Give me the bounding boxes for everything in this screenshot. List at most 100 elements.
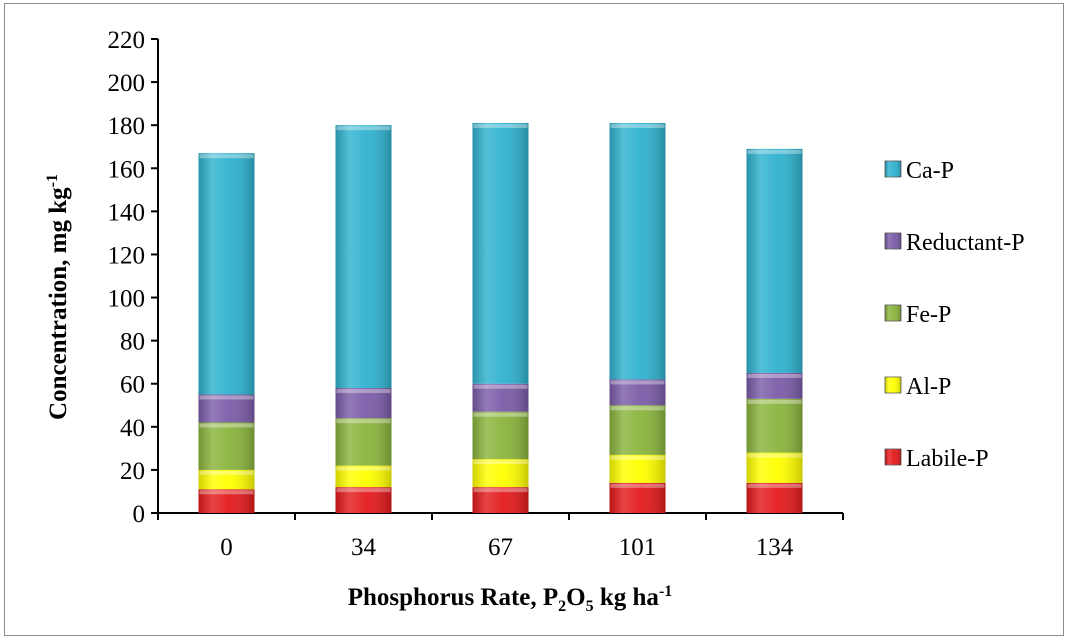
- bar-segment-reductant-p: [472, 383, 529, 412]
- bar-segment-highlight: [473, 488, 528, 493]
- bar-segment-highlight: [610, 380, 665, 385]
- bar-segment-labile-p: [335, 487, 392, 513]
- legend-item-ca-p: Ca-P: [884, 158, 954, 184]
- bar-segment-shade: [335, 388, 392, 419]
- bar-segment-shade: [472, 383, 529, 412]
- bar-segment-highlight: [199, 470, 254, 475]
- bar-segment-highlight: [336, 389, 391, 394]
- x-tick-label: 0: [220, 534, 233, 561]
- legend-label: Fe-P: [906, 302, 951, 328]
- y-tick-label: 60: [120, 372, 145, 399]
- bar-segment-al-p: [335, 465, 392, 488]
- y-axis-title: Concentration, mg kg-1: [44, 174, 72, 420]
- bar-stack-0: [198, 153, 255, 513]
- bar-segment-ca-p: [609, 123, 666, 380]
- y-tick-label: 100: [108, 286, 146, 313]
- legend-swatch-shade: [885, 377, 901, 393]
- y-tick-label: 120: [108, 242, 146, 269]
- bar-segment-shade: [198, 469, 255, 490]
- legend-item-al-p: Al-P: [884, 374, 951, 400]
- bar-segment-highlight: [610, 483, 665, 488]
- bar-segment-highlight: [199, 423, 254, 428]
- bar-segment-shade: [198, 422, 255, 470]
- bar-stack-101: [609, 123, 666, 513]
- bar-segment-highlight: [747, 399, 802, 404]
- bar-segment-shade: [609, 405, 666, 455]
- bar-segment-ca-p: [198, 153, 255, 395]
- bar-segment-fe-p: [609, 405, 666, 455]
- legend-swatch-shade: [885, 161, 901, 177]
- bar-segment-shade: [198, 394, 255, 423]
- bar-segment-highlight: [473, 460, 528, 465]
- bar-segment-highlight: [199, 154, 254, 159]
- bar-segment-shade: [335, 465, 392, 488]
- y-tick-label: 140: [108, 199, 146, 226]
- bar-segment-highlight: [747, 483, 802, 488]
- bar-segment-highlight: [199, 395, 254, 400]
- bar-segment-highlight: [747, 453, 802, 458]
- bar-segment-highlight: [610, 124, 665, 129]
- bar-segment-shade: [472, 487, 529, 513]
- bar-segment-highlight: [199, 490, 254, 495]
- bar-segment-fe-p: [472, 411, 529, 460]
- legend-label: Labile-P: [906, 446, 989, 472]
- legend-item-labile-p: Labile-P: [884, 446, 989, 472]
- bar-segment-shade: [746, 452, 803, 483]
- bar-segment-shade: [335, 487, 392, 513]
- y-tick-label: 200: [108, 70, 146, 97]
- bar-segment-ca-p: [746, 148, 803, 373]
- bar-segment-labile-p: [198, 489, 255, 513]
- bar-segment-reductant-p: [746, 372, 803, 399]
- bar-segment-fe-p: [335, 418, 392, 466]
- y-tick-label: 180: [108, 113, 146, 140]
- legend-label: Al-P: [906, 374, 951, 400]
- y-axis: 0 20 40 60 80 100 120 140 160 180 200 220: [108, 27, 159, 528]
- bar-segment-highlight: [610, 455, 665, 460]
- bar-segment-reductant-p: [198, 394, 255, 423]
- legend-item-fe-p: Fe-P: [884, 302, 951, 328]
- y-tick-label: 160: [108, 156, 146, 183]
- bar-segment-highlight: [747, 373, 802, 378]
- bar-segment-reductant-p: [609, 379, 666, 406]
- bar-segment-highlight: [473, 412, 528, 417]
- bar-segment-highlight: [336, 488, 391, 493]
- bar-segment-labile-p: [746, 482, 803, 513]
- legend-swatch-shade: [885, 233, 901, 249]
- legend-label: Reductant-P: [906, 230, 1025, 256]
- bar-segment-highlight: [336, 126, 391, 131]
- x-axis: 0 34 67 101 134: [157, 512, 844, 561]
- bar-segment-highlight: [336, 466, 391, 471]
- x-axis-title: Phosphorus Rate, P2O5 kg ha-1: [348, 583, 673, 615]
- bar-segment-labile-p: [609, 482, 666, 513]
- bar-segment-shade: [609, 454, 666, 483]
- y-tick-label: 80: [120, 329, 145, 356]
- bar-segment-fe-p: [746, 398, 803, 453]
- bar-segment-highlight: [473, 124, 528, 129]
- bars: [198, 123, 803, 513]
- bar-segment-shade: [609, 482, 666, 513]
- legend-label: Ca-P: [906, 158, 954, 184]
- bar-segment-reductant-p: [335, 388, 392, 419]
- legend-item-reductant-p: Reductant-P: [884, 230, 1025, 256]
- bar-segment-highlight: [747, 149, 802, 154]
- bar-segment-highlight: [336, 419, 391, 424]
- bar-segment-shade: [198, 489, 255, 513]
- x-tick-label: 67: [488, 534, 513, 561]
- legend-swatch-shade: [885, 305, 901, 321]
- y-tick-label: 40: [120, 415, 145, 442]
- bar-segment-al-p: [472, 459, 529, 488]
- bar-segment-shade: [472, 459, 529, 488]
- x-tick-label: 34: [351, 534, 377, 561]
- bar-segment-highlight: [473, 384, 528, 389]
- x-tick-label: 134: [756, 534, 794, 561]
- bar-segment-shade: [335, 418, 392, 466]
- legend-swatch-shade: [885, 449, 901, 465]
- bar-segment-fe-p: [198, 422, 255, 470]
- bar-stack-34: [335, 125, 392, 513]
- bar-stack-67: [472, 123, 529, 513]
- bar-segment-al-p: [609, 454, 666, 483]
- bar-segment-labile-p: [472, 487, 529, 513]
- bar-segment-ca-p: [472, 123, 529, 384]
- bar-segment-shade: [746, 148, 803, 373]
